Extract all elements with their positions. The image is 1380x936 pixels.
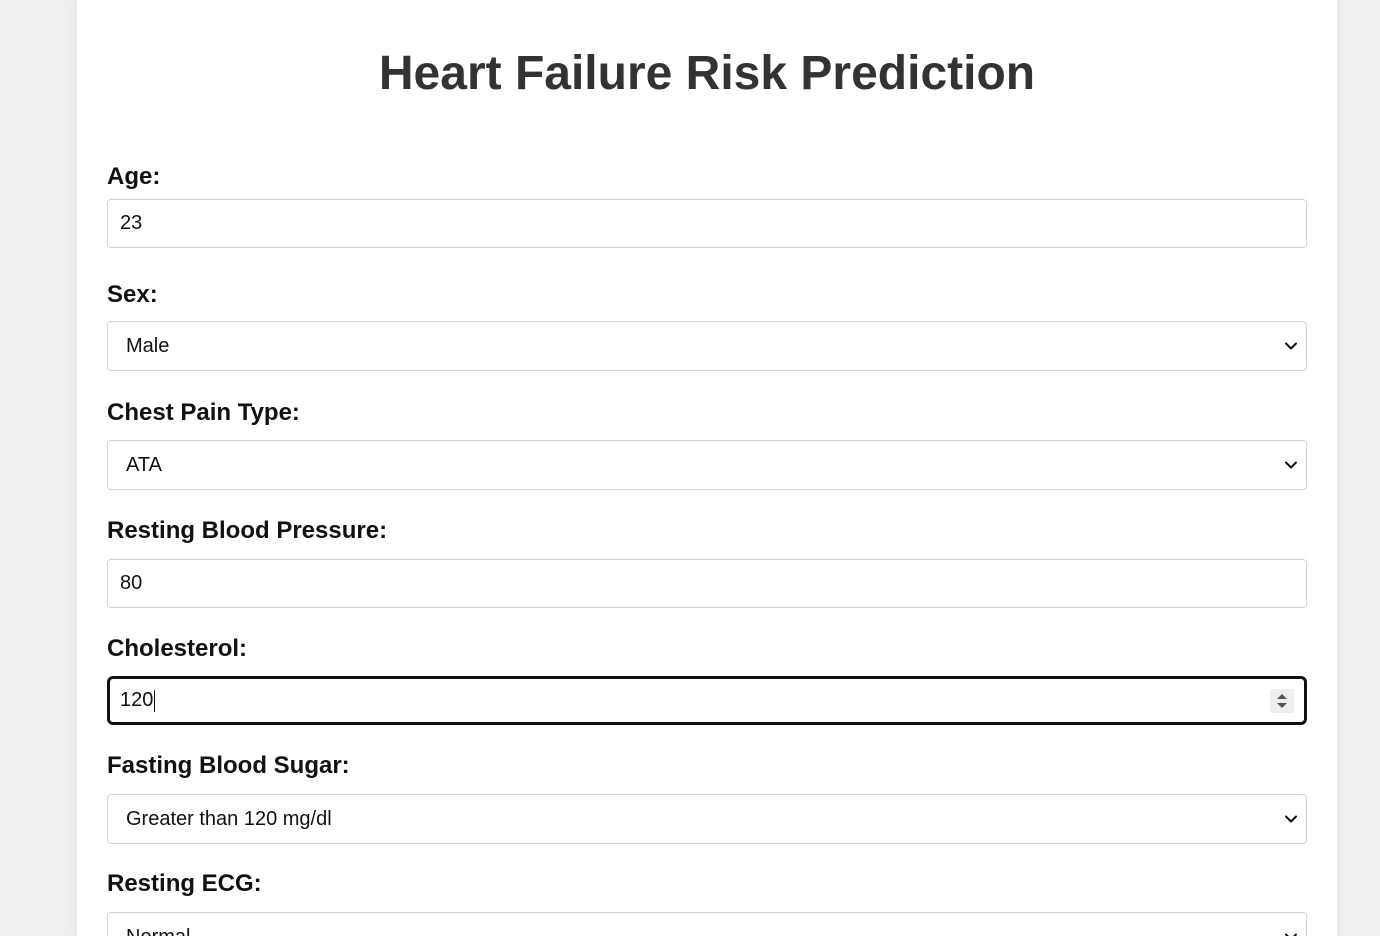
cholesterol-label: Cholesterol: — [107, 635, 248, 662]
chevron-down-icon — [1285, 342, 1297, 350]
chevron-down-icon — [1285, 815, 1297, 823]
chest-pain-select-value: ATA — [126, 454, 162, 476]
resting-bp-label: Resting Blood Pressure: — [107, 517, 388, 544]
cholesterol-input[interactable]: 120 — [107, 676, 1307, 725]
cholesterol-input-value: 120 — [120, 689, 154, 711]
sex-select-value: Male — [126, 335, 170, 357]
text-caret — [154, 689, 156, 712]
chest-pain-label: Chest Pain Type: — [107, 399, 300, 426]
chevron-down-icon — [1285, 933, 1297, 936]
chest-pain-field-group: Chest Pain Type: ATA — [107, 399, 1307, 490]
resting-ecg-label: Resting ECG: — [107, 870, 262, 897]
sex-select[interactable]: Male — [107, 321, 1307, 371]
age-field-group: Age: 23 — [107, 163, 1307, 248]
fasting-bs-field-group: Fasting Blood Sugar: Greater than 120 mg… — [107, 752, 1307, 844]
resting-ecg-field-group: Resting ECG: Normal — [107, 870, 1307, 936]
cholesterol-field-group: Cholesterol: 120 — [107, 635, 1307, 725]
resting-bp-input[interactable]: 80 — [107, 559, 1307, 608]
fasting-bs-select-value: Greater than 120 mg/dl — [126, 808, 332, 830]
page-title: Heart Failure Risk Prediction — [378, 47, 1036, 100]
resting-ecg-select[interactable]: Normal — [107, 912, 1307, 936]
fasting-bs-select[interactable]: Greater than 120 mg/dl — [107, 794, 1307, 844]
age-input[interactable]: 23 — [107, 199, 1307, 248]
age-label: Age: — [107, 163, 161, 190]
chevron-down-icon — [1285, 461, 1297, 469]
resting-bp-field-group: Resting Blood Pressure: 80 — [107, 517, 1307, 608]
resting-ecg-select-value: Normal — [126, 926, 190, 936]
spinner-arrows-icon[interactable] — [1270, 689, 1294, 713]
fasting-bs-label: Fasting Blood Sugar: — [107, 752, 350, 779]
form-card: Heart Failure Risk Prediction Age: 23 Se… — [77, 0, 1337, 936]
sex-field-group: Sex: Male — [107, 281, 1307, 371]
sex-label: Sex: — [107, 281, 158, 308]
chest-pain-select[interactable]: ATA — [107, 440, 1307, 490]
